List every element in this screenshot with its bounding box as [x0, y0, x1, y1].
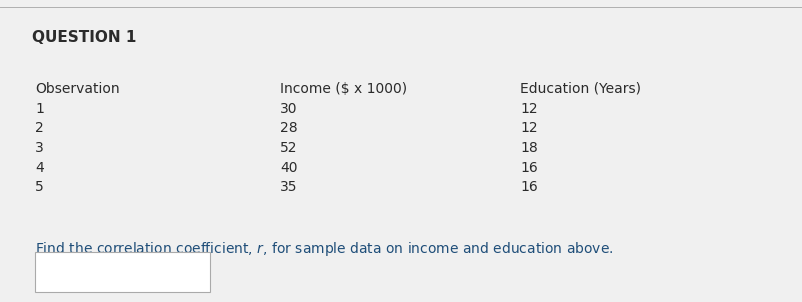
Text: 1: 1 — [35, 102, 44, 116]
Text: 5: 5 — [35, 180, 44, 194]
Text: Income ($ x 1000): Income ($ x 1000) — [280, 82, 407, 96]
Text: 35: 35 — [280, 180, 298, 194]
Text: 28: 28 — [280, 121, 298, 136]
Text: 12: 12 — [520, 121, 537, 136]
Text: Observation: Observation — [35, 82, 119, 96]
Text: Find the correlation coefficient, $\it{r}$, for sample data on income and educat: Find the correlation coefficient, $\it{r… — [35, 240, 614, 258]
Text: 2: 2 — [35, 121, 44, 136]
Text: 40: 40 — [280, 160, 298, 175]
Text: 30: 30 — [280, 102, 298, 116]
Text: Education (Years): Education (Years) — [520, 82, 641, 96]
Text: 3: 3 — [35, 141, 44, 155]
FancyBboxPatch shape — [35, 252, 210, 292]
Text: 52: 52 — [280, 141, 298, 155]
Text: 16: 16 — [520, 180, 538, 194]
Text: 18: 18 — [520, 141, 538, 155]
Text: 16: 16 — [520, 160, 538, 175]
Text: QUESTION 1: QUESTION 1 — [32, 30, 136, 45]
Text: 4: 4 — [35, 160, 44, 175]
Text: 12: 12 — [520, 102, 537, 116]
